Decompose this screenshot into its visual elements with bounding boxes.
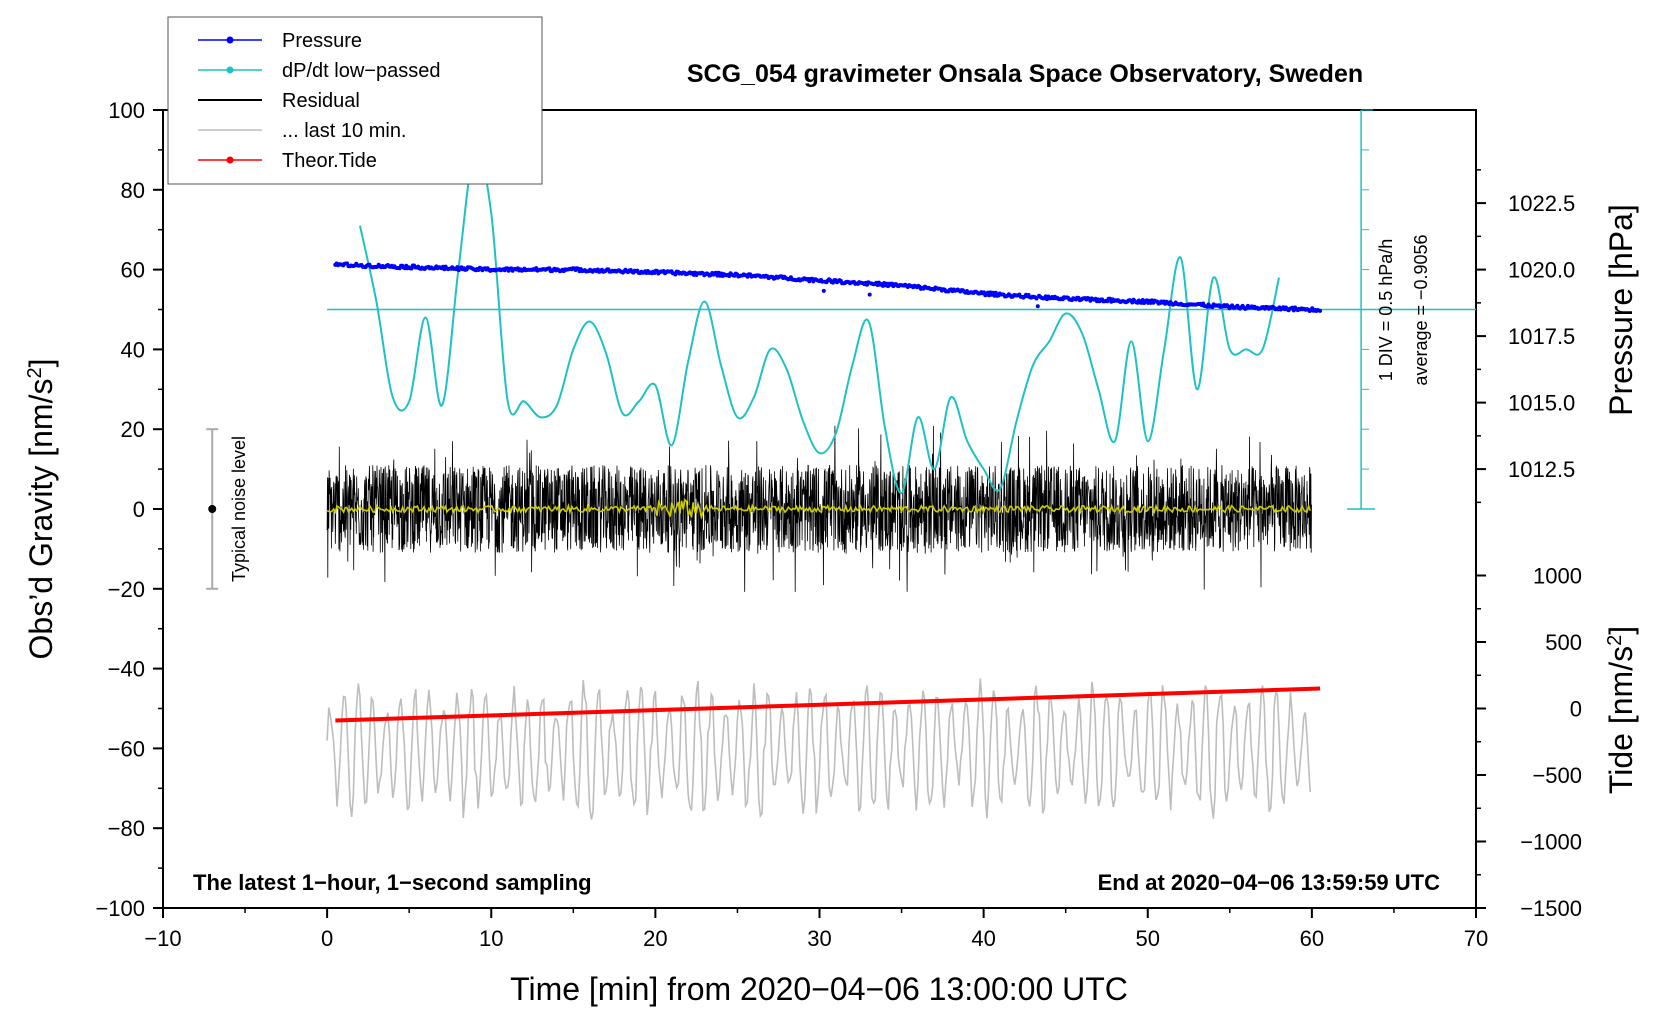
legend-marker (226, 66, 234, 74)
legend-marker (226, 36, 234, 44)
y-tick-label: −40 (108, 657, 145, 682)
legend: Pressure dP/dt low−passed Residual ... last… (167, 16, 543, 185)
legend-label: Residual (282, 90, 360, 112)
y-tick-label: 20 (121, 417, 145, 442)
legend-label: Pressure (282, 30, 362, 52)
y-tick-label: 40 (121, 337, 145, 362)
x-tick-label: 60 (1300, 926, 1324, 951)
noise-bar-dot (208, 505, 217, 513)
y-axis-title-tide-main: Tide [nm/s (1603, 646, 1639, 794)
note-left: The latest 1−hour, 1−second sampling (193, 870, 592, 895)
last-10-min-line (326, 678, 1311, 820)
y-axis-title-left-main: Obs’d Gravity [nm/s (23, 379, 59, 660)
tide-tick-label: 500 (1545, 630, 1582, 655)
pressure-point (821, 288, 826, 293)
pressure-point (1034, 296, 1039, 301)
noise-level-label: Typical noise level (229, 436, 249, 582)
x-axis-title: Time [min] from 2020−04−06 13:00:00 UTC (510, 971, 1128, 1007)
pressure-point (1318, 308, 1323, 313)
tide-tick-label: −500 (1532, 763, 1582, 788)
y-axis-title-left-close: ] (23, 359, 59, 368)
y-tick-label: 80 (121, 178, 145, 203)
pressure-series (333, 261, 1323, 313)
y-axis-title-tide: Tide [nm/s2] (1603, 626, 1639, 794)
x-tick-label: 70 (1464, 926, 1488, 951)
theor-tide-line (335, 686, 1321, 723)
pressure-tick-label: 1020.0 (1508, 258, 1575, 283)
y-axis-title-tide-sup: 2 (1604, 635, 1626, 646)
legend-marker (226, 156, 234, 164)
y-tick-label: 100 (108, 98, 145, 123)
residual-line (326, 425, 1312, 592)
y-tick-label: −100 (95, 896, 145, 921)
series-layer (206, 147, 1323, 820)
y-axis-title-pressure: Pressure [hPa] (1603, 204, 1639, 416)
x-tick-label: 40 (971, 926, 995, 951)
y-axis-title-left: Obs’d Gravity [nm/s2] (23, 359, 59, 660)
pressure-point (409, 266, 414, 271)
pressure-tick-label: 1022.5 (1508, 191, 1575, 216)
x-tick-label: −10 (144, 926, 181, 951)
tide-tick-label: 1000 (1533, 563, 1582, 588)
chart-title: SCG_054 gravimeter Onsala Space Observat… (687, 60, 1363, 88)
legend-label: ... last 10 min. (282, 120, 407, 142)
tide-tick-label: −1500 (1520, 896, 1582, 921)
axes-layer: −10 0 10 20 30 40 50 60 70100806040200−20−40−60−… (95, 98, 1582, 951)
pressure-point (1035, 304, 1040, 309)
legend-entries: Pressure dP/dt low−passed Residual ... last… (198, 30, 440, 172)
x-tick-label: 0 (321, 926, 333, 951)
legend-label: dP/dt low−passed (282, 60, 440, 82)
tide-tick-label: 0 (1570, 697, 1582, 722)
pressure-point (867, 292, 872, 297)
pressure-tick-label: 1017.5 (1508, 324, 1575, 349)
x-tick-label: 20 (643, 926, 667, 951)
y-tick-label: 60 (121, 258, 145, 283)
x-tick-label: 30 (807, 926, 831, 951)
dpdt-div-label: 1 DIV = 0.5 hPa/h (1376, 239, 1396, 382)
tide-tick-label: −1000 (1520, 830, 1582, 855)
legend-label: Theor.Tide (282, 150, 377, 172)
pressure-tick-label: 1012.5 (1508, 457, 1575, 482)
pressure-point (993, 290, 998, 295)
residual-smoothed-line (326, 498, 1311, 520)
pressure-tick-label: 1015.0 (1508, 391, 1575, 416)
note-right: End at 2020−04−06 13:59:59 UTC (1098, 870, 1441, 895)
y-tick-label: −20 (108, 577, 145, 602)
dpdt-line (358, 147, 1280, 495)
y-axis-title-left-sup: 2 (24, 367, 46, 378)
y-tick-label: 0 (133, 497, 145, 522)
x-tick-label: 10 (479, 926, 503, 951)
y-tick-label: −60 (108, 736, 145, 761)
y-tick-label: −80 (108, 816, 145, 841)
y-axis-title-tide-close: ] (1603, 626, 1639, 635)
dpdt-average-label: average = −0.9056 (1411, 234, 1431, 385)
x-tick-label: 50 (1136, 926, 1160, 951)
